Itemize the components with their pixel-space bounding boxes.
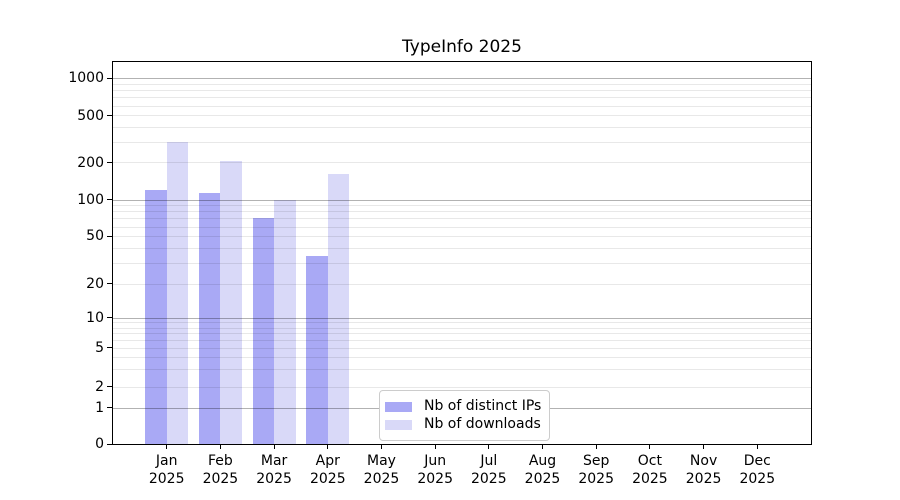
- x-tick-mark: [703, 445, 705, 449]
- y-tick-mark: [107, 162, 112, 163]
- y-tick-label-5: 5: [95, 339, 104, 356]
- y-tick-label-20: 20: [86, 275, 104, 292]
- y-tick-mark: [107, 347, 112, 349]
- x-tick-mark: [327, 445, 329, 449]
- y-tick-label-1: 1: [95, 399, 104, 416]
- x-tick-label-may: May 2025: [363, 453, 400, 487]
- x-tick-label-feb: Feb 2025: [202, 453, 239, 487]
- x-tick-label-dec: Dec 2025: [739, 453, 776, 487]
- y-tick-label-500: 500: [77, 107, 104, 124]
- x-tick-mark: [219, 445, 221, 449]
- bar-downloads-feb: [220, 161, 242, 444]
- legend-label-downloads: Nb of downloads: [424, 416, 541, 432]
- bar-downloads-apr: [327, 174, 350, 444]
- x-tick-mark: [434, 445, 436, 449]
- y-tick-mark: [107, 77, 112, 79]
- bars-layer: [113, 62, 811, 444]
- y-tick-mark: [107, 317, 112, 319]
- legend-swatch-distinct-ips: [385, 401, 412, 412]
- bar-distinct-ips-jan: [145, 189, 167, 444]
- x-tick-label-jul: Jul 2025: [470, 453, 507, 487]
- x-tick-label-aug: Aug 2025: [524, 453, 561, 487]
- bar-distinct-ips-feb: [198, 193, 221, 444]
- x-tick-mark: [166, 445, 168, 449]
- bar-distinct-ips-mar: [252, 218, 275, 444]
- y-tick-mark: [107, 283, 112, 285]
- y-tick-mark: [107, 386, 112, 388]
- y-tick-label-200: 200: [77, 154, 104, 171]
- bar-downloads-jan: [166, 141, 189, 444]
- x-tick-mark: [756, 445, 758, 449]
- y-tick-label-2: 2: [95, 378, 104, 395]
- bar-downloads-mar: [274, 199, 296, 444]
- x-tick-label-jun: Jun 2025: [417, 453, 453, 487]
- legend-swatch-downloads: [385, 419, 412, 430]
- y-tick-label-100: 100: [77, 191, 104, 208]
- legend: Nb of distinct IPs Nb of downloads: [379, 390, 551, 441]
- x-tick-mark: [381, 445, 382, 449]
- y-tick-label-0: 0: [95, 436, 104, 452]
- x-tick-mark: [595, 445, 597, 449]
- x-tick-label-mar: Mar 2025: [256, 453, 292, 487]
- y-tick-mark: [107, 115, 112, 116]
- x-tick-label-sep: Sep 2025: [578, 453, 614, 487]
- y-tick-label-50: 50: [86, 228, 104, 245]
- y-tick-label-1000: 1000: [68, 70, 104, 86]
- legend-label-distinct-ips: Nb of distinct IPs: [424, 398, 542, 414]
- bar-distinct-ips-apr: [306, 256, 328, 444]
- chart-title: TypeInfo 2025: [402, 37, 522, 57]
- y-tick-mark: [107, 199, 112, 200]
- x-tick-label-nov: Nov 2025: [685, 453, 722, 487]
- y-tick-label-10: 10: [86, 309, 104, 326]
- y-tick-mark: [107, 407, 112, 409]
- y-tick-mark: [107, 443, 112, 445]
- x-tick-mark: [488, 445, 490, 449]
- x-tick-label-oct: Oct 2025: [632, 453, 668, 487]
- y-tick-mark: [107, 235, 112, 237]
- legend-row-downloads: Nb of downloads: [385, 416, 541, 433]
- x-tick-label-jan: Jan 2025: [148, 453, 185, 487]
- x-tick-mark: [649, 445, 651, 449]
- x-tick-label-apr: Apr 2025: [309, 453, 346, 487]
- legend-row-distinct-ips: Nb of distinct IPs: [385, 398, 541, 415]
- x-tick-mark: [542, 445, 543, 449]
- x-tick-mark: [273, 445, 275, 449]
